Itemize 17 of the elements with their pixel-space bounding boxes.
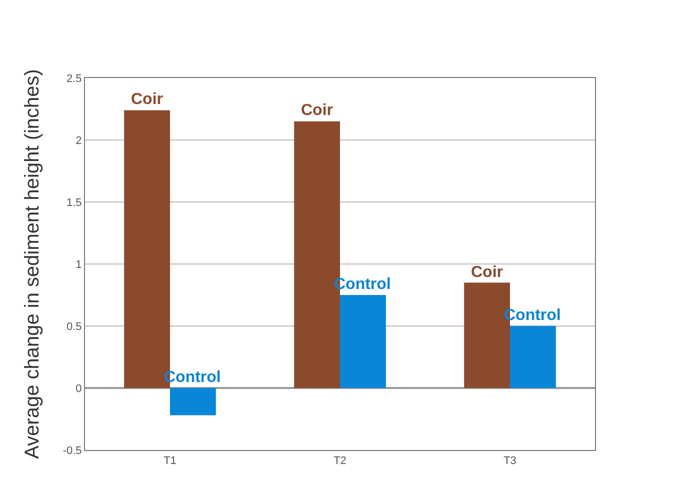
bar [170,388,216,416]
x-tick-label: T2 [334,455,346,468]
y-tick-label: 2.5 [66,72,82,85]
y-tick-label: 2 [76,134,82,147]
y-tick-label: 0 [76,382,82,395]
y-axis-title: Average change in sediment height (inches) [21,69,44,459]
y-tick-label: 1.5 [66,196,82,209]
text: Coir [131,91,163,108]
y-tick-label: 0.5 [66,320,82,333]
y-tick-label: -0.5 [62,444,82,457]
series-label: Coir [471,264,503,281]
bar [340,295,386,388]
x-tick-label: T3 [504,455,516,468]
y-tick-label: 1 [76,258,82,271]
x-tick-label: T1 [164,455,176,468]
bar [510,326,556,388]
text: Coir [301,102,333,119]
